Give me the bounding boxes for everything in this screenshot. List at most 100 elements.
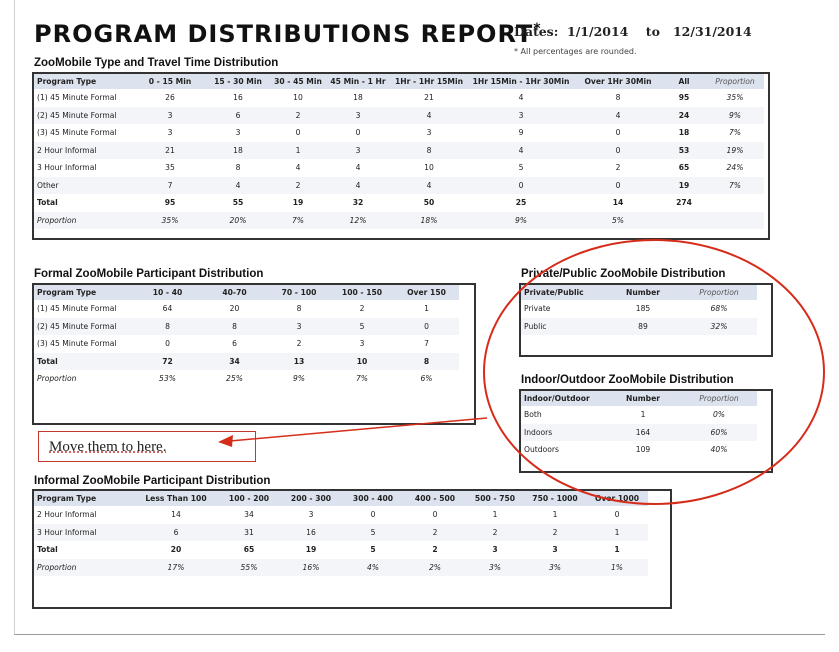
informal-header-cell: 400 - 500 xyxy=(404,491,466,506)
travel-cell: 4 xyxy=(468,141,574,159)
travel-table-row: (2) 45 Minute Formal 3 6 2 3 4 3 4 24 9% xyxy=(34,106,764,124)
arrow-head xyxy=(218,435,233,447)
informal-cell: 0 xyxy=(614,510,620,520)
travel-cell: 95 xyxy=(164,198,176,208)
travel-cell: 4 xyxy=(295,163,301,173)
travel-cell: 21 xyxy=(134,141,206,159)
indoor-table-row: Both 1 0% xyxy=(521,406,757,424)
travel-cell: 19 xyxy=(662,176,706,194)
travel-cell: 3 xyxy=(468,106,574,124)
private-table-row: Private 185 68% xyxy=(521,300,757,318)
travel-cell: 7% xyxy=(706,176,764,194)
travel-cell: 14 xyxy=(612,198,624,208)
travel-cell: 5 xyxy=(518,163,524,173)
indoor-cell: 109 xyxy=(635,445,651,455)
travel-cell: Total xyxy=(37,198,58,208)
informal-cell: Proportion xyxy=(34,558,134,576)
informal-cell: 2 xyxy=(432,545,438,555)
travel-table: Program Type 0 - 15 Min 15 - 30 Min 30 - 45… xyxy=(34,74,764,229)
travel-cell: 19% xyxy=(706,141,764,159)
formal-header-cell: 70 - 100 xyxy=(268,285,330,300)
travel-cell: 26 xyxy=(165,93,175,103)
informal-cell: 3 xyxy=(308,510,314,520)
formal-cell: 20 xyxy=(229,304,240,314)
private-header-cell: Private/Public xyxy=(521,285,605,300)
travel-cell: 65 xyxy=(678,163,690,173)
travel-cell: 12% xyxy=(326,211,390,229)
travel-cell: (3) 45 Minute Formal xyxy=(37,128,117,138)
travel-table-row: 2 Hour Informal 21 18 1 3 8 4 0 53 19% xyxy=(34,141,764,159)
informal-cell: 55% xyxy=(218,558,280,576)
callout-text: Move them to here. xyxy=(49,439,167,455)
formal-cell: 6% xyxy=(420,374,433,384)
informal-header-cell: Less Than 100 xyxy=(134,491,218,506)
travel-cell: 35% xyxy=(726,93,744,103)
private-cell: Public xyxy=(521,317,605,335)
informal-table-row: Total 20 65 19 5 2 3 3 1 xyxy=(34,541,648,559)
indoor-cell: Outdoors xyxy=(524,445,559,455)
indoor-header-cell: Proportion xyxy=(681,391,757,406)
travel-cell: 4 xyxy=(206,176,270,194)
travel-cell: 0 xyxy=(355,128,361,138)
formal-cell: 2 xyxy=(296,339,302,349)
indoor-header-cell: Indoor/Outdoor xyxy=(521,391,605,406)
informal-table-row: 2 Hour Informal 14 34 3 0 0 1 1 0 xyxy=(34,506,648,524)
indoor-cell: Both xyxy=(524,410,542,420)
travel-cell: 3 xyxy=(167,128,173,138)
indoor-cell: Indoors xyxy=(521,423,605,441)
formal-cell: (2) 45 Minute Formal xyxy=(34,317,134,335)
formal-cell: 0 xyxy=(165,339,170,349)
formal-cell: 10 xyxy=(330,352,394,370)
informal-cell: 17% xyxy=(134,558,218,576)
travel-cell: 4 xyxy=(390,106,468,124)
date-range: Dates: 1/1/2014 to 12/31/2014 xyxy=(514,24,752,39)
formal-cell: Total xyxy=(34,352,134,370)
indoor-cell: 164 xyxy=(605,423,681,441)
travel-cell: Proportion xyxy=(34,211,134,229)
formal-cell: (3) 45 Minute Formal xyxy=(37,339,117,349)
informal-cell: 3 xyxy=(492,545,498,555)
travel-cell: 9% xyxy=(706,106,764,124)
private-cell: 68% xyxy=(710,304,728,314)
travel-cell: 21 xyxy=(424,93,434,103)
indoor-section-title: Indoor/Outdoor ZooMobile Distribution xyxy=(521,374,734,386)
travel-header-cell: 45 Min - 1 Hr xyxy=(326,74,390,89)
travel-cell: 3 Hour Informal xyxy=(37,163,97,173)
indoor-table-row: Indoors 164 60% xyxy=(521,423,757,441)
formal-cell: 25% xyxy=(226,374,243,384)
travel-cell: 0 xyxy=(574,141,662,159)
informal-cell: 20 xyxy=(170,545,182,555)
rounding-note: * All percentages are rounded. xyxy=(514,47,637,56)
travel-table-row: (1) 45 Minute Formal 26 16 10 18 21 4 8 95 35% xyxy=(34,89,764,107)
travel-cell: 8 xyxy=(390,141,468,159)
formal-header-cell: Program Type xyxy=(34,285,134,300)
travel-cell: 20% xyxy=(206,211,270,229)
report-title: PROGRAM DISTRIBUTIONS REPORT* xyxy=(34,20,542,48)
travel-cell: 35 xyxy=(165,163,175,173)
travel-header-cell: All xyxy=(662,74,706,89)
informal-header-cell: 750 - 1000 xyxy=(524,491,586,506)
private-cell: 89 xyxy=(605,317,681,335)
travel-cell: 53 xyxy=(662,141,706,159)
formal-header-cell: 10 - 40 xyxy=(134,285,201,300)
formal-cell: 64 xyxy=(162,304,173,314)
travel-cell: 1 xyxy=(270,141,326,159)
informal-cell: 2 Hour Informal xyxy=(37,510,97,520)
travel-cell: 10 xyxy=(424,163,434,173)
travel-cell: 16 xyxy=(233,93,243,103)
travel-cell: 4 xyxy=(390,176,468,194)
informal-cell: 2% xyxy=(404,558,466,576)
callout-box: Move them to here. xyxy=(38,431,256,462)
travel-cell: 6 xyxy=(206,106,270,124)
informal-cell: 3% xyxy=(524,558,586,576)
travel-cell: 5% xyxy=(574,211,662,229)
travel-cell: 55 xyxy=(232,198,244,208)
travel-header-cell: 0 - 15 Min xyxy=(134,74,206,89)
travel-cell: 18 xyxy=(678,128,690,138)
indoor-cell: 60% xyxy=(681,423,757,441)
informal-table-row: Proportion 17% 55% 16% 4% 2% 3% 3% 1% xyxy=(34,558,648,576)
arrow-line xyxy=(229,417,488,442)
travel-cell: 35% xyxy=(134,211,206,229)
indoor-header-cell: Number xyxy=(605,391,681,406)
private-cell: Private xyxy=(524,304,551,314)
